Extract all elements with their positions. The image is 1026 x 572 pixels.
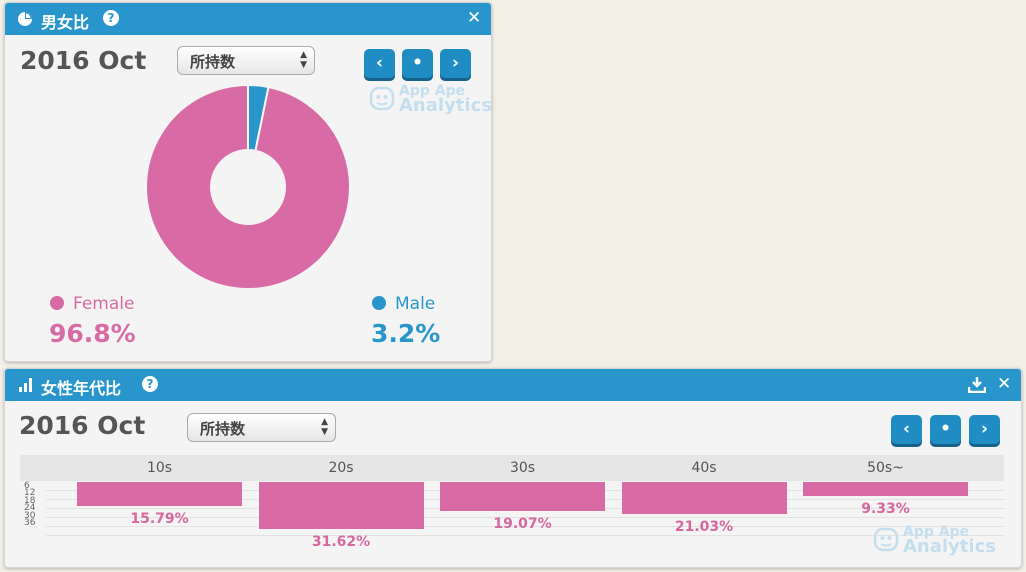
bar-20s — [258, 482, 424, 530]
gender-donut-chart — [145, 83, 351, 290]
prev-button[interactable]: ‹ — [364, 49, 395, 78]
panel-header: 男女比 ? ✕ — [5, 3, 491, 35]
bar-value-label: 19.07% — [493, 515, 552, 532]
ape-logo-icon — [873, 527, 899, 552]
next-button[interactable]: › — [969, 415, 1000, 444]
panel-header: 女性年代比 ? ✕ — [5, 369, 1021, 401]
category-label: 10s — [146, 460, 173, 476]
grid-line — [46, 517, 1004, 518]
y-tick-label: 30 — [24, 510, 36, 521]
bar-50s~ — [803, 482, 968, 496]
category-label: 30s — [509, 460, 536, 476]
panel-title: 男女比 — [41, 13, 90, 32]
y-tick-label: 36 — [24, 518, 36, 528]
help-icon[interactable]: ? — [103, 10, 119, 26]
bar-value-label: 31.62% — [311, 534, 371, 551]
download-icon[interactable] — [968, 376, 986, 393]
category-label: 50s~ — [867, 460, 904, 476]
close-icon[interactable]: ✕ — [467, 8, 482, 28]
bar-10s — [77, 482, 242, 506]
legend-female: Female — [50, 294, 134, 314]
help-icon[interactable]: ? — [142, 376, 158, 392]
pie-slice-female — [145, 83, 351, 290]
select-arrows-icon: ▲ ▼ — [321, 417, 328, 437]
female-dot-icon — [50, 296, 64, 310]
bar-40s — [621, 482, 787, 514]
grid-line — [46, 535, 1004, 536]
panel-title: 女性年代比 — [41, 379, 122, 398]
pie-slice-male — [247, 83, 270, 152]
category-header-row — [20, 455, 1004, 481]
next-button[interactable]: › — [440, 49, 471, 78]
ape-logo-icon — [369, 86, 395, 111]
y-tick-label: 18 — [24, 495, 36, 506]
y-tick-label: 24 — [24, 503, 36, 514]
bar-value-label: 21.03% — [674, 518, 734, 535]
prev-button[interactable]: ‹ — [891, 415, 922, 444]
current-button[interactable]: • — [402, 49, 433, 78]
metric-select[interactable]: 所持数 ▲ ▼ — [187, 413, 336, 442]
pie-chart-icon — [18, 12, 32, 26]
grid-line — [46, 526, 1004, 527]
select-arrows-icon: ▲ ▼ — [300, 50, 307, 70]
close-icon[interactable]: ✕ — [997, 374, 1012, 394]
bar-chart-icon — [19, 378, 32, 392]
metric-select[interactable]: 所持数 ▲ ▼ — [177, 46, 315, 75]
period-label: 2016 Oct — [20, 46, 147, 75]
current-button[interactable]: • — [930, 415, 961, 444]
male-dot-icon — [372, 296, 386, 310]
male-percent: 3.2% — [371, 319, 441, 348]
category-label: 40s — [691, 460, 717, 476]
bar-value-label: 15.79% — [130, 510, 189, 527]
period-label: 2016 Oct — [19, 411, 146, 440]
category-label: 20s — [328, 460, 354, 476]
bar-value-label: 9.33% — [861, 500, 910, 517]
legend-male: Male — [372, 294, 435, 314]
gender-ratio-panel: 男女比 ? ✕ 2016 Oct 所持数 ▲ ▼ ‹ • › App Ape An… — [4, 2, 492, 362]
y-tick-label: 6 — [24, 481, 30, 491]
bar-30s — [440, 482, 605, 511]
female-percent: 96.8% — [49, 319, 136, 348]
y-tick-label: 12 — [24, 488, 36, 499]
